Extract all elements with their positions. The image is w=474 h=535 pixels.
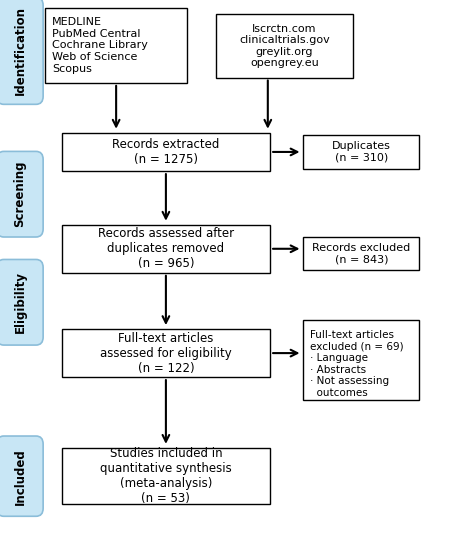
Text: Full-text articles
excluded (n = 69)
· Language
· Abstracts
· Not assessing
  ou: Full-text articles excluded (n = 69) · L… — [310, 330, 404, 398]
Text: Full-text articles
assessed for eligibility
(n = 122): Full-text articles assessed for eligibil… — [100, 332, 232, 374]
FancyBboxPatch shape — [303, 320, 419, 400]
Text: Studies included in
quantitative synthesis
(meta-analysis)
(n = 53): Studies included in quantitative synthes… — [100, 447, 232, 505]
FancyBboxPatch shape — [62, 448, 270, 504]
FancyBboxPatch shape — [62, 133, 270, 171]
FancyBboxPatch shape — [45, 8, 187, 83]
Text: Screening: Screening — [13, 161, 27, 227]
FancyBboxPatch shape — [0, 0, 43, 104]
Text: Records extracted
(n = 1275): Records extracted (n = 1275) — [112, 138, 219, 166]
FancyBboxPatch shape — [303, 237, 419, 270]
FancyBboxPatch shape — [62, 329, 270, 377]
FancyBboxPatch shape — [62, 225, 270, 273]
FancyBboxPatch shape — [0, 259, 43, 345]
FancyBboxPatch shape — [216, 14, 353, 78]
Text: Duplicates
(n = 310): Duplicates (n = 310) — [332, 141, 391, 163]
Text: Identification: Identification — [13, 6, 27, 95]
Text: Iscrctn.com
clinicaltrials.gov
greylit.org
opengrey.eu: Iscrctn.com clinicaltrials.gov greylit.o… — [239, 24, 330, 68]
Text: Records excluded
(n = 843): Records excluded (n = 843) — [312, 243, 410, 264]
Text: Included: Included — [13, 448, 27, 505]
FancyBboxPatch shape — [0, 436, 43, 516]
FancyBboxPatch shape — [303, 135, 419, 169]
FancyBboxPatch shape — [0, 151, 43, 237]
Text: MEDLINE
PubMed Central
Cochrane Library
Web of Science
Scopus: MEDLINE PubMed Central Cochrane Library … — [52, 17, 148, 74]
Text: Eligibility: Eligibility — [13, 271, 27, 333]
Text: Records assessed after
duplicates removed
(n = 965): Records assessed after duplicates remove… — [98, 227, 234, 270]
